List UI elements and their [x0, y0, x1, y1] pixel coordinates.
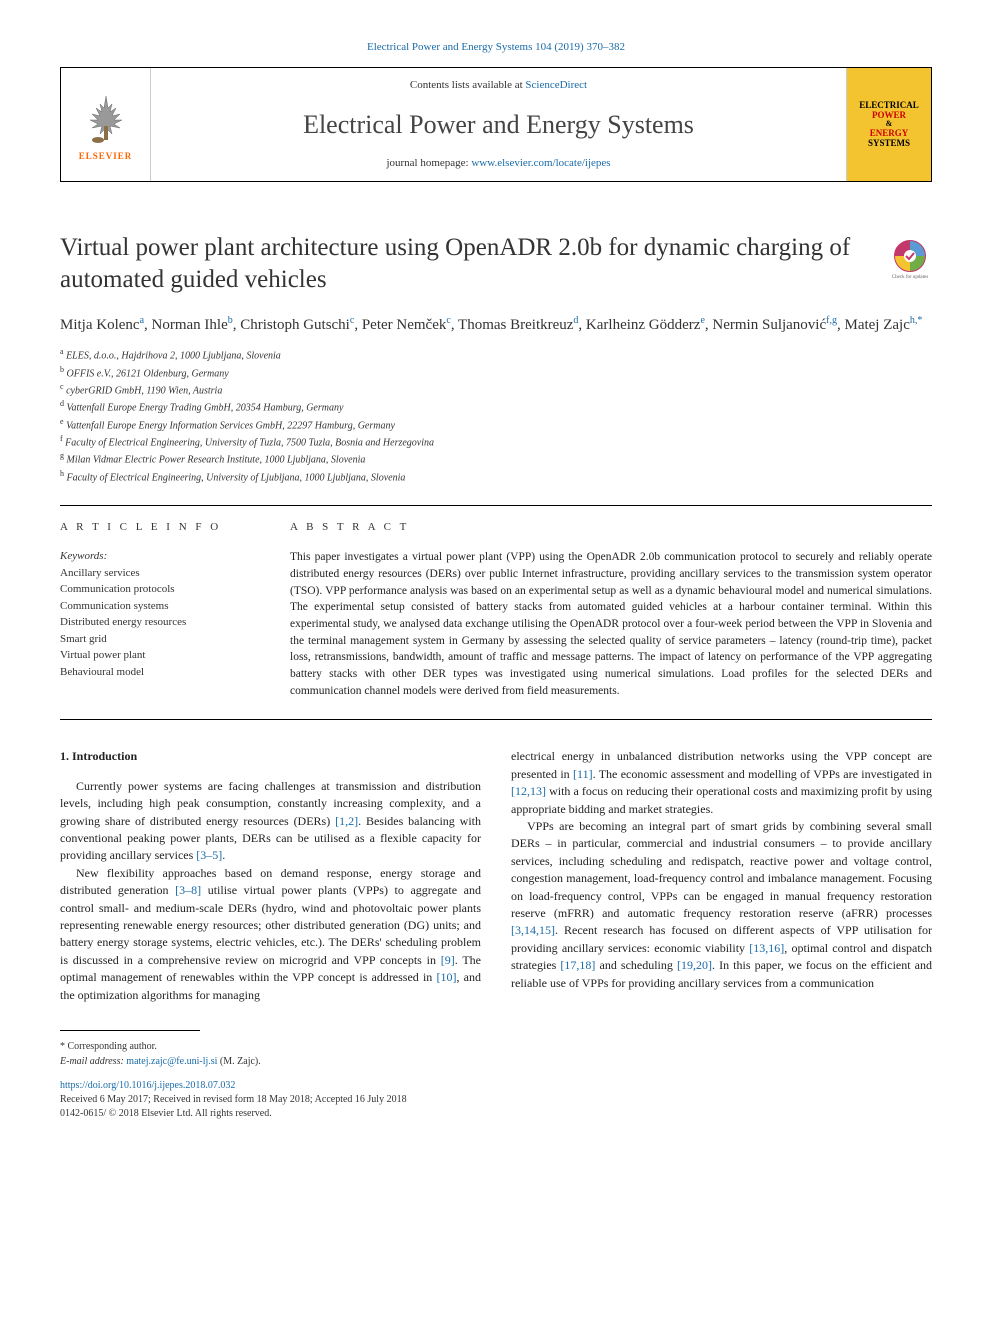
footnote-rule — [60, 1030, 200, 1031]
cover-word-5: SYSTEMS — [859, 139, 919, 149]
section-1-heading: 1. Introduction — [60, 748, 481, 765]
corresponding-author-note: * Corresponding author. E-mail address: … — [60, 1039, 932, 1069]
ref-link[interactable]: [11] — [573, 767, 593, 781]
abstract-text: This paper investigates a virtual power … — [290, 549, 932, 699]
ref-link[interactable]: [3,14,15] — [511, 923, 555, 937]
keyword-item: Behavioural model — [60, 664, 260, 681]
ref-link[interactable]: [17,18] — [560, 958, 595, 972]
journal-name: Electrical Power and Energy Systems — [303, 107, 694, 143]
ref-link[interactable]: [9] — [441, 953, 455, 967]
keyword-item: Virtual power plant — [60, 647, 260, 664]
body-column-right: electrical energy in unbalanced distribu… — [511, 748, 932, 1003]
contents-available-line: Contents lists available at ScienceDirec… — [410, 78, 587, 93]
header-center: Contents lists available at ScienceDirec… — [151, 68, 846, 181]
article-info-column: A R T I C L E I N F O Keywords: Ancillar… — [60, 520, 260, 699]
ref-link[interactable]: [3–5] — [196, 848, 222, 862]
elsevier-tree-icon — [76, 88, 136, 148]
doi-link[interactable]: https://doi.org/10.1016/j.ijepes.2018.07… — [60, 1079, 932, 1093]
homepage-line: journal homepage: www.elsevier.com/locat… — [386, 156, 610, 171]
affiliation-line: b OFFIS e.V., 26121 Oldenburg, Germany — [60, 364, 932, 381]
ref-link[interactable]: [3–8] — [175, 883, 201, 897]
body-column-left: 1. Introduction Currently power systems … — [60, 748, 481, 1003]
journal-header-box: ELSEVIER Contents lists available at Sci… — [60, 67, 932, 182]
keywords-label: Keywords: — [60, 549, 260, 564]
corr-email-line: E-mail address: matej.zajc@fe.uni-lj.si … — [60, 1054, 932, 1069]
article-info-heading: A R T I C L E I N F O — [60, 520, 260, 535]
keyword-item: Communication systems — [60, 598, 260, 615]
abstract-column: A B S T R A C T This paper investigates … — [290, 520, 932, 699]
journal-cover-thumb: ELECTRICAL POWER & ENERGY SYSTEMS — [846, 68, 931, 181]
ref-link[interactable]: [19,20] — [677, 958, 712, 972]
affiliations-list: a ELES, d.o.o., Hajdrihova 2, 1000 Ljubl… — [60, 346, 932, 485]
affiliation-line: a ELES, d.o.o., Hajdrihova 2, 1000 Ljubl… — [60, 346, 932, 363]
intro-para-2: New flexibility approaches based on dema… — [60, 865, 481, 1004]
keywords-list: Ancillary servicesCommunication protocol… — [60, 565, 260, 681]
elsevier-label: ELSEVIER — [79, 150, 133, 163]
contents-prefix: Contents lists available at — [410, 79, 525, 91]
keyword-item: Distributed energy resources — [60, 614, 260, 631]
keyword-item: Smart grid — [60, 631, 260, 648]
affiliation-line: h Faculty of Electrical Engineering, Uni… — [60, 468, 932, 485]
corr-email-link[interactable]: matej.zajc@fe.uni-lj.si — [126, 1056, 217, 1067]
copyright-line: 0142-0615/ © 2018 Elsevier Ltd. All righ… — [60, 1107, 932, 1121]
homepage-link[interactable]: www.elsevier.com/locate/ijepes — [471, 157, 610, 169]
rule-above-abstract — [60, 505, 932, 506]
intro-para-1: Currently power systems are facing chall… — [60, 778, 481, 865]
intro-para-3: VPPs are becoming an integral part of sm… — [511, 818, 932, 992]
ref-link[interactable]: [10] — [437, 970, 457, 984]
authors-list: Mitja Kolenca, Norman Ihleb, Christoph G… — [60, 313, 932, 337]
article-dates: Received 6 May 2017; Received in revised… — [60, 1093, 932, 1107]
homepage-prefix: journal homepage: — [386, 157, 471, 169]
svg-text:Check for updates: Check for updates — [892, 275, 928, 280]
keyword-item: Ancillary services — [60, 565, 260, 582]
check-updates-icon[interactable]: Check for updates — [888, 236, 932, 280]
rule-below-abstract — [60, 719, 932, 720]
affiliation-line: f Faculty of Electrical Engineering, Uni… — [60, 433, 932, 450]
article-title: Virtual power plant architecture using O… — [60, 232, 868, 295]
affiliation-line: d Vattenfall Europe Energy Trading GmbH,… — [60, 398, 932, 415]
elsevier-logo: ELSEVIER — [61, 68, 151, 181]
body-two-columns: 1. Introduction Currently power systems … — [60, 748, 932, 1003]
intro-para-2-cont: electrical energy in unbalanced distribu… — [511, 748, 932, 818]
journal-citation-header: Electrical Power and Energy Systems 104 … — [60, 40, 932, 55]
corr-star-line: * Corresponding author. — [60, 1039, 932, 1054]
affiliation-line: c cyberGRID GmbH, 1190 Wien, Austria — [60, 381, 932, 398]
sciencedirect-link[interactable]: ScienceDirect — [525, 79, 587, 91]
abstract-heading: A B S T R A C T — [290, 520, 932, 535]
affiliation-line: e Vattenfall Europe Energy Information S… — [60, 416, 932, 433]
affiliation-line: g Milan Vidmar Electric Power Research I… — [60, 450, 932, 467]
ref-link[interactable]: [13,16] — [749, 941, 784, 955]
ref-link[interactable]: [12,13] — [511, 784, 546, 798]
ref-link[interactable]: [1,2] — [335, 814, 358, 828]
keyword-item: Communication protocols — [60, 581, 260, 598]
